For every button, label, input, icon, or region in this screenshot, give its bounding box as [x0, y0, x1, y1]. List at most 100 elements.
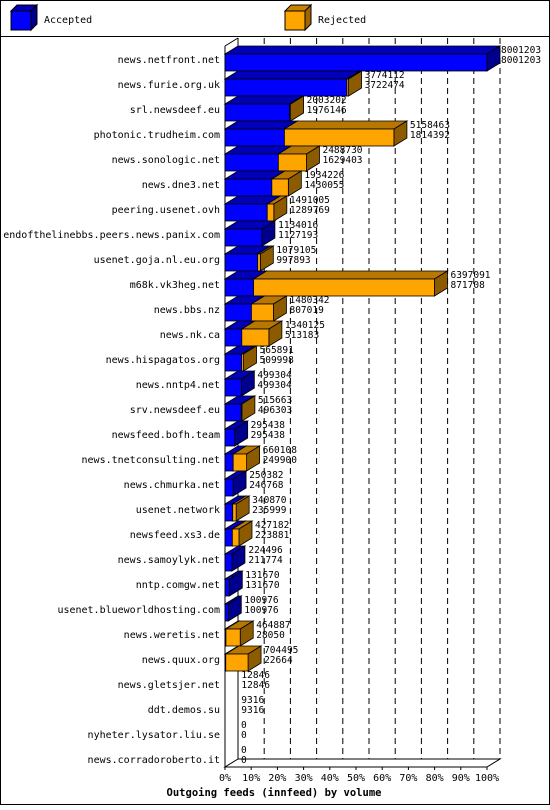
bar-accepted: [223, 70, 362, 97]
bar-total-label: 1079105: [276, 245, 316, 256]
category-label: peering.usenet.ovh: [112, 205, 220, 216]
bar-total-label: 250382: [249, 470, 283, 481]
bar-total-label: 1340125: [285, 320, 325, 331]
bar-accepted-label: 246768: [249, 480, 284, 491]
legend-rejected-swatch: [283, 3, 313, 32]
bar-total-label: 427182: [255, 520, 289, 531]
x-tick-label: 10%: [242, 773, 260, 784]
x-tick-label: 30%: [295, 773, 313, 784]
bar-accepted-label: 1430055: [304, 180, 344, 191]
bar-total-label: 5158463: [410, 120, 450, 131]
bar-rejected: [252, 270, 449, 297]
bar-rejected: [276, 145, 321, 172]
bar-accepted-label: 1976146: [307, 105, 347, 116]
bar-total-label: 464887: [256, 620, 290, 631]
bar-accepted-label: 9316: [241, 705, 264, 716]
bar-accepted-label: 496303: [258, 405, 292, 416]
bar-total-label: 340870: [252, 495, 287, 506]
category-label: news.netfront.net: [118, 55, 220, 66]
bar-total-label: 0: [241, 720, 247, 731]
bar-total-label: 515663: [258, 395, 292, 406]
category-label: news.weretis.net: [124, 630, 220, 641]
bar-total-label: 3774112: [365, 70, 405, 81]
bar-total-label: 9316: [241, 695, 264, 706]
bar-total-label: 100976: [244, 595, 279, 606]
bar-rejected: [231, 495, 251, 522]
bar-total-label: 565891: [260, 345, 295, 356]
category-label: m68k.vk3heg.net: [130, 280, 220, 291]
bar-accepted-label: 8001203: [501, 55, 541, 66]
bar-accepted: [223, 45, 502, 72]
bar-rejected: [240, 320, 284, 347]
bar-rejected: [345, 70, 363, 97]
x-axis-title: Outgoing feeds (innfeed) by volume: [167, 787, 382, 799]
category-label: news.tnetconsulting.net: [82, 455, 220, 466]
category-label: nyheter.lysator.liu.se: [88, 730, 220, 741]
bar-total-label: 704495: [264, 645, 298, 656]
bar-accepted-label: 871708: [450, 280, 485, 291]
bar-accepted-label: 997893: [276, 255, 310, 266]
bar-total-label: 660108: [263, 445, 298, 456]
bar-accepted-label: 807019: [289, 305, 324, 316]
bar-accepted-label: 249900: [263, 455, 298, 466]
y-axis-top-edge: [224, 37, 239, 47]
x-tick-label: 40%: [321, 773, 339, 784]
category-label: news.samoylyk.net: [118, 555, 220, 566]
bar-accepted-label: 131670: [245, 580, 280, 591]
bar-rejected: [224, 645, 263, 672]
bar-rejected: [224, 620, 255, 647]
x-axis-ticks: 0% 10% 20% 30% 40% 50% 60% 70% 80% 90% 100%: [219, 767, 499, 784]
bar-accepted-label: 223881: [255, 530, 290, 541]
category-label: news.hispagatos.org: [106, 355, 220, 366]
category-label: news.quux.org: [142, 655, 220, 666]
category-label: endofthelinebbs.peers.news.panix.com: [3, 230, 220, 241]
bar-accepted-label: 211774: [248, 555, 283, 566]
x-tick-label: 70%: [399, 773, 417, 784]
bar-rejected: [282, 120, 409, 147]
category-label: news.sonologic.net: [112, 155, 220, 166]
bar-total-label: 224496: [248, 545, 283, 556]
bar-total-label: 1134016: [278, 220, 318, 231]
category-labels: news.netfront.net news.furie.org.uk srl.ne…: [3, 55, 220, 766]
bar-total-label: 1491005: [290, 195, 330, 206]
legend-accepted-swatch: [9, 3, 39, 32]
bar-accepted: [223, 570, 244, 597]
bar-accepted-label: 1629403: [322, 155, 362, 166]
bar-total-label: 131670: [245, 570, 280, 581]
bar-rejected: [240, 345, 258, 372]
category-label: news.gletsjer.net: [118, 680, 220, 691]
category-label: usenet.blueworldhosting.com: [57, 605, 220, 616]
x-tick-label: 100%: [475, 773, 499, 784]
bar-total-label: 6397091: [450, 270, 490, 281]
bars: [223, 45, 502, 672]
category-label: news.dne3.net: [142, 180, 220, 191]
bar-total-label: 8001203: [501, 45, 541, 56]
bar-rejected: [239, 395, 257, 422]
bar-total-label: 1480342: [289, 295, 329, 306]
category-label: news.chmurka.net: [124, 480, 220, 491]
bar-accepted-label: 513183: [285, 330, 319, 341]
bar-accepted-label: 0: [241, 730, 247, 741]
bar-accepted: [223, 370, 256, 397]
bar-accepted: [223, 545, 247, 572]
x-axis-floor: [223, 758, 502, 768]
bar-total-label: 0: [241, 745, 247, 756]
bar-accepted-label: 1289769: [290, 205, 330, 216]
bar-rejected: [250, 295, 288, 322]
category-label: srv.newsdeef.eu: [130, 405, 220, 416]
legend-rejected-label: Rejected: [318, 15, 366, 26]
category-label: usenet.goja.nl.eu.org: [94, 255, 220, 266]
bar-total-label: 12846: [241, 670, 270, 681]
bar-accepted-label: 0: [241, 755, 247, 766]
category-label: news.corradoroberto.it: [88, 755, 220, 766]
bar-accepted-label: 28050: [256, 630, 285, 641]
legend-accepted-label: Accepted: [44, 15, 92, 26]
category-label: news.furie.org.uk: [118, 80, 220, 91]
x-tick-label: 80%: [426, 773, 444, 784]
x-tick-label: 50%: [347, 773, 365, 784]
category-label: news.nntp4.net: [136, 380, 220, 391]
bar-total-label: 499304: [257, 370, 292, 381]
bar-accepted-label: 509998: [260, 355, 295, 366]
bar-accepted-label: 235999: [252, 505, 287, 516]
